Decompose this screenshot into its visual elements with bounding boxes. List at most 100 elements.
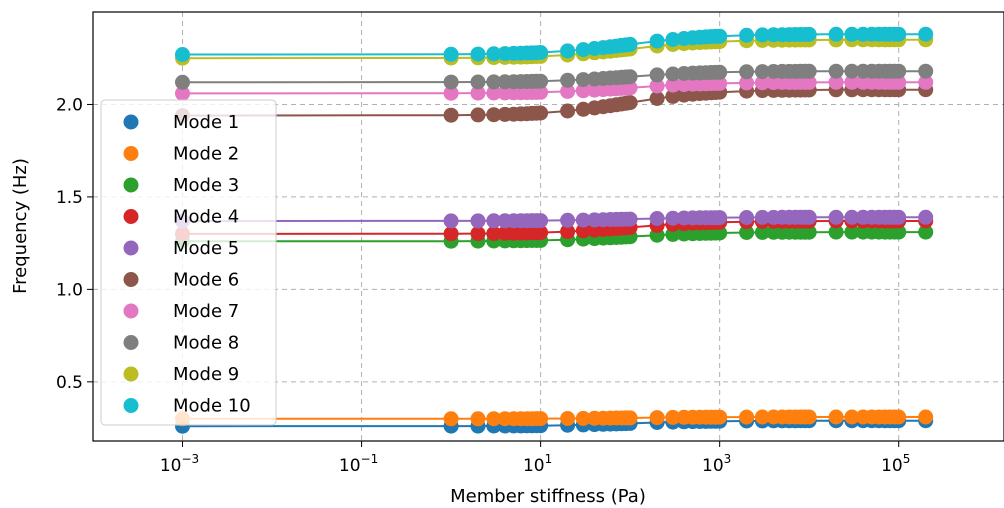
mode-10-point bbox=[665, 32, 681, 47]
mode-2-point bbox=[486, 411, 502, 427]
mode-5-point bbox=[533, 213, 549, 229]
mode-5-point bbox=[575, 212, 591, 228]
mode-6-point bbox=[560, 103, 576, 119]
legend-marker-mode-1 bbox=[123, 114, 139, 130]
legend-marker-mode-6 bbox=[123, 272, 139, 287]
mode-10-point bbox=[844, 26, 860, 42]
mode-8-point bbox=[844, 63, 860, 79]
mode-4-point bbox=[443, 226, 459, 242]
legend-label-mode-2: Mode 2 bbox=[173, 144, 239, 165]
mode-10-point bbox=[801, 26, 817, 42]
mode-6-point bbox=[533, 105, 549, 121]
mode-8-point bbox=[801, 63, 817, 79]
mode-8-point bbox=[470, 74, 486, 90]
mode-3-point bbox=[754, 224, 770, 240]
mode-8-point bbox=[891, 63, 907, 79]
mode-10-point bbox=[918, 26, 934, 42]
mode-10-point bbox=[560, 43, 576, 59]
mode-2-point bbox=[844, 409, 860, 425]
legend-marker-mode-10 bbox=[123, 398, 139, 413]
mode-2-point bbox=[801, 409, 817, 425]
x-tick-label: 103 bbox=[702, 452, 731, 476]
mode-7-point bbox=[649, 78, 665, 94]
mode-10-point bbox=[622, 36, 638, 52]
mode-5-point bbox=[712, 210, 728, 226]
mode-10-point bbox=[712, 28, 728, 44]
legend-marker-mode-4 bbox=[123, 209, 139, 224]
y-tick-label: 2.0 bbox=[56, 95, 83, 115]
mode-7-point bbox=[665, 77, 681, 93]
mode-6-point bbox=[649, 91, 665, 106]
mode-5-point bbox=[560, 212, 576, 228]
mode-10-point bbox=[649, 33, 665, 49]
legend-marker-mode-5 bbox=[123, 240, 139, 256]
x-tick-label: 101 bbox=[523, 452, 552, 476]
mode-2-point bbox=[712, 409, 728, 425]
mode-7-point bbox=[575, 83, 591, 99]
mode-10-point bbox=[175, 47, 190, 62]
mode-7-point bbox=[175, 85, 190, 101]
mode-8-point bbox=[486, 74, 502, 90]
mode-10-point bbox=[533, 45, 549, 60]
mode-8-point bbox=[560, 72, 576, 88]
axis-ticks: 10−3 10−1 101 103 105 0.5 1.0 1.5 2.0 bbox=[56, 95, 910, 476]
mode-6-point bbox=[470, 107, 486, 123]
mode-2-point bbox=[560, 411, 576, 426]
x-tick-label: 10−1 bbox=[339, 452, 378, 476]
mode-7-point bbox=[470, 85, 486, 101]
legend-label-mode-3: Mode 3 bbox=[173, 175, 239, 196]
mode-5-point bbox=[665, 210, 681, 226]
mode-2-point bbox=[575, 410, 591, 426]
mode-6-point bbox=[575, 101, 591, 117]
legend-label-mode-1: Mode 1 bbox=[173, 112, 239, 133]
y-tick-label: 1.5 bbox=[56, 188, 83, 208]
mode-7-point bbox=[844, 74, 860, 90]
mode-8-point bbox=[665, 66, 681, 82]
x-tick-label: 105 bbox=[881, 452, 910, 476]
x-axis-title: Member stiffness (Pa) bbox=[450, 486, 646, 507]
mode-7-point bbox=[560, 83, 576, 99]
mode-8-point bbox=[175, 74, 190, 90]
mode-5-point bbox=[486, 213, 502, 229]
legend-marker-mode-9 bbox=[123, 366, 139, 382]
legend-label-mode-4: Mode 4 bbox=[173, 207, 239, 228]
legend-marker-mode-8 bbox=[123, 335, 139, 350]
mode-2-point bbox=[739, 409, 755, 425]
mode-5-point bbox=[443, 213, 459, 229]
mode-2-point bbox=[470, 411, 486, 427]
mode-2-point bbox=[649, 410, 665, 426]
mode-8-point bbox=[828, 63, 844, 79]
mode-6-point bbox=[486, 107, 502, 123]
mode-8-point bbox=[739, 64, 755, 80]
legend-label-mode-10: Mode 10 bbox=[173, 396, 251, 417]
mode-10-point bbox=[443, 46, 459, 62]
mode-5-point bbox=[828, 209, 844, 225]
mode-6-point bbox=[665, 88, 681, 104]
y-tick-label: 0.5 bbox=[56, 373, 83, 393]
mode-3-point bbox=[828, 224, 844, 240]
legend-marker-mode-7 bbox=[123, 303, 139, 319]
mode-5-point bbox=[801, 209, 817, 225]
mode-5-point bbox=[754, 209, 770, 225]
mode-10-point bbox=[754, 27, 770, 43]
legend-label-mode-6: Mode 6 bbox=[173, 270, 239, 291]
mode-5-point bbox=[470, 213, 486, 229]
grid bbox=[93, 12, 1004, 441]
mode-8-point bbox=[443, 74, 459, 90]
legend-label-mode-7: Mode 7 bbox=[173, 301, 239, 322]
series-points bbox=[175, 26, 934, 434]
mode-4-point bbox=[470, 226, 486, 242]
mode-5-point bbox=[844, 209, 860, 225]
mode-5-point bbox=[891, 209, 907, 225]
legend-label-mode-8: Mode 8 bbox=[173, 333, 239, 354]
legend: Mode 1 Mode 2 Mode 3 Mode 4 Mode 5 Mode 6 Mode… bbox=[100, 99, 277, 426]
x-tick-label: 10−3 bbox=[160, 452, 199, 476]
legend-label-mode-5: Mode 5 bbox=[173, 238, 239, 259]
mode-3-point bbox=[844, 224, 860, 240]
mode-7-point bbox=[443, 85, 459, 101]
mode-10-point bbox=[739, 27, 755, 43]
mode-8-point bbox=[918, 63, 934, 79]
mode-7-point bbox=[739, 75, 755, 91]
mode-2-point bbox=[533, 411, 549, 427]
